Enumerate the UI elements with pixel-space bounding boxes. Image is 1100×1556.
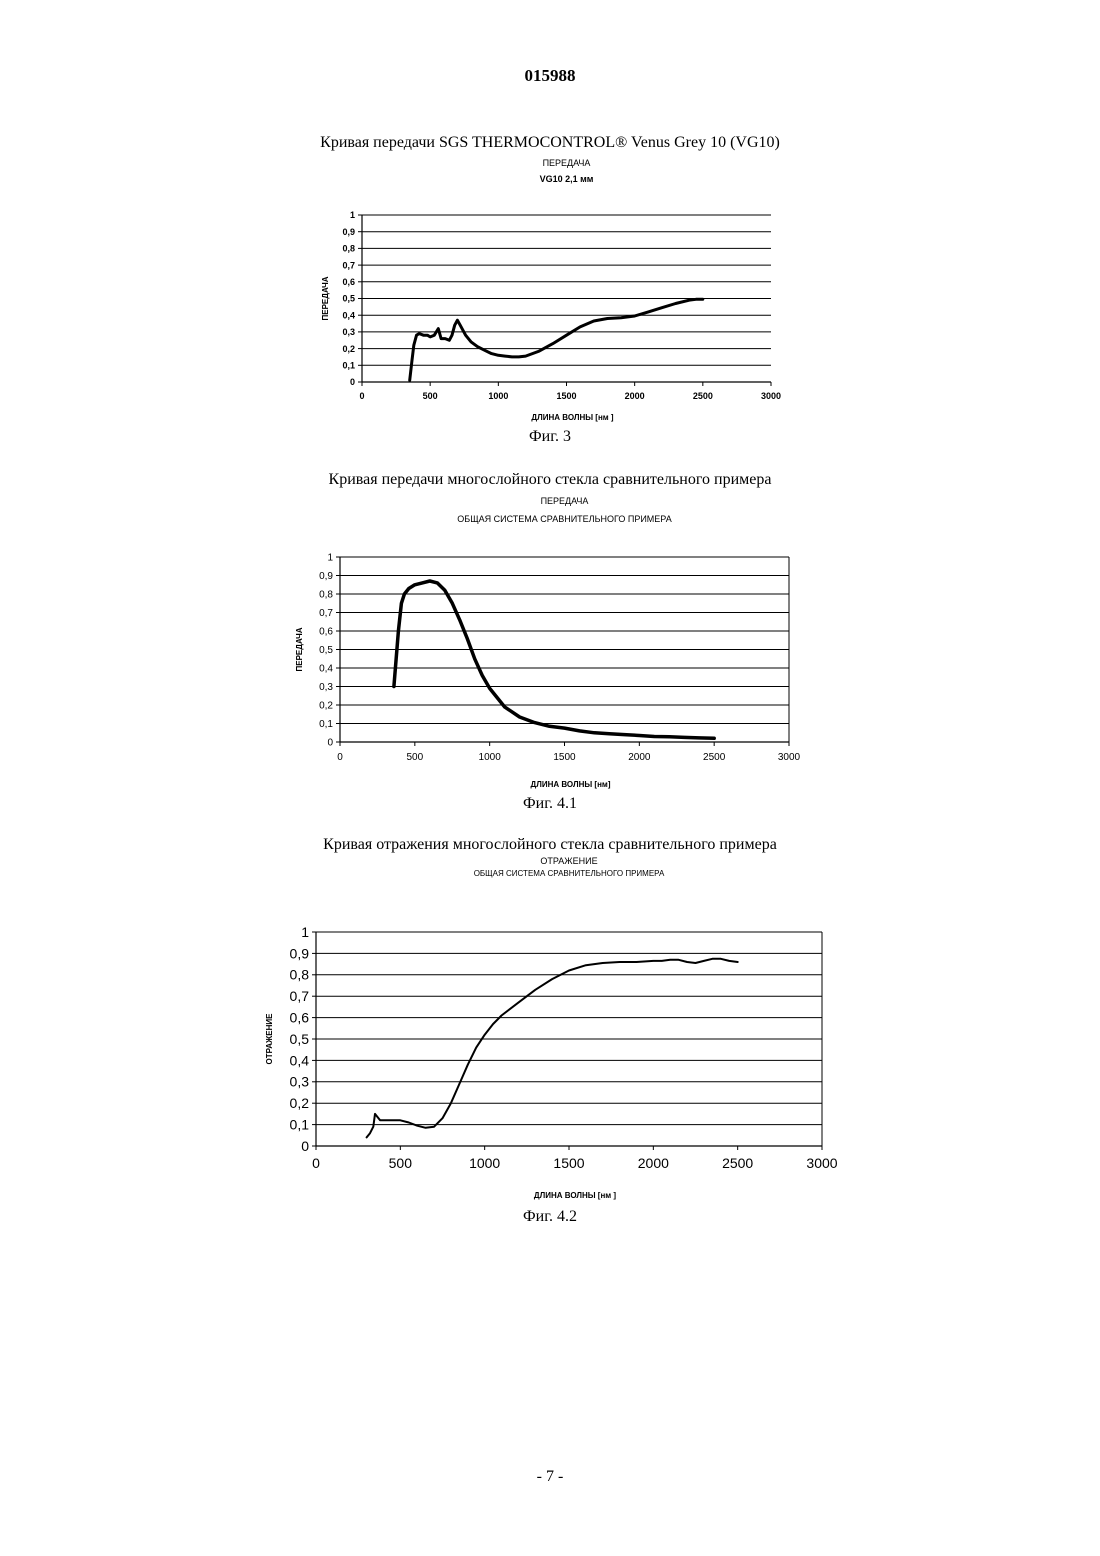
x-tick-label: 2500 — [703, 752, 726, 763]
y-tick-label: 0,6 — [342, 277, 355, 287]
y-tick-label: 0,6 — [319, 627, 333, 638]
x-tick-label: 500 — [406, 752, 423, 763]
chart-subtitle: ОБЩАЯ СИСТЕМА СРАВНИТЕЛЬНОГО ПРИМЕРА — [474, 869, 665, 878]
chart-title: ОТРАЖЕНИЕ — [540, 856, 597, 866]
y-tick-label: 0,1 — [290, 1117, 310, 1133]
x-tick-label: 1000 — [469, 1155, 500, 1171]
x-tick-label: 2000 — [628, 752, 651, 763]
x-axis-label: ДЛИНА ВОЛНЫ [нм ] — [531, 413, 614, 422]
x-tick-label: 0 — [312, 1155, 320, 1171]
y-tick-label: 0,8 — [342, 244, 355, 254]
x-tick-label: 1500 — [556, 391, 576, 401]
chart-fig-3: ПЕРЕДАЧА VG10 2,1 мм 0 0,1 0,2 0,3 0,4 0,5 0,6 0,… — [0, 155, 1100, 455]
y-tick-label: 0,9 — [290, 945, 310, 961]
chart-fig-4-2: ОТРАЖЕНИЕ ОБЩАЯ СИСТЕМА СРАВНИТЕЛЬНОГО ПР… — [0, 855, 1100, 1215]
x-tick-label: 2500 — [722, 1155, 753, 1171]
x-axis-label: ДЛИНА ВОЛНЫ [нм ] — [534, 1191, 617, 1200]
y-tick-label: 0,7 — [290, 988, 310, 1004]
x-tick-label: 2000 — [625, 391, 645, 401]
x-tick-label: 1000 — [479, 752, 502, 763]
y-tick-label: 0,5 — [290, 1031, 310, 1047]
chart-fig-4-1: ПЕРЕДАЧА ОБЩАЯ СИСТЕМА СРАВНИТЕЛЬНОГО ПРИ… — [0, 492, 1100, 792]
y-tick-label: 0,4 — [342, 310, 355, 320]
x-tick-label: 2000 — [638, 1155, 669, 1171]
y-tick-label: 0,5 — [319, 645, 333, 656]
figure-4-2-caption: Кривая отражения многослойного стекла ср… — [0, 836, 1100, 854]
y-tick-label: 0,3 — [290, 1074, 310, 1090]
chart-title: ПЕРЕДАЧА — [541, 496, 589, 506]
series-line — [394, 581, 714, 738]
document-number: 015988 — [0, 66, 1100, 86]
x-tick-label: 1500 — [553, 752, 576, 763]
y-tick-label: 0,9 — [342, 227, 355, 237]
series-line — [367, 959, 738, 1138]
x-tick-label: 500 — [423, 391, 438, 401]
x-tick-label: 500 — [389, 1155, 413, 1171]
y-tick-label: 0,2 — [290, 1095, 310, 1111]
y-tick-label: 1 — [301, 924, 309, 940]
chart-subtitle: VG10 2,1 мм — [540, 174, 594, 184]
figure-4-1-caption: Кривая передачи многослойного стекла сра… — [0, 471, 1100, 489]
y-tick-label: 1 — [350, 210, 355, 220]
y-tick-label: 0,7 — [342, 260, 355, 270]
y-tick-label: 1 — [327, 553, 333, 564]
y-tick-label: 0,7 — [319, 608, 333, 619]
figure-3-caption: Кривая передачи SGS THERMOCONTROL® Venus… — [0, 134, 1100, 152]
y-tick-label: 0,9 — [319, 571, 333, 582]
y-tick-label: 0,6 — [290, 1010, 310, 1026]
figure-4-1-label: Фиг. 4.1 — [0, 795, 1100, 813]
y-tick-label: 0,2 — [342, 344, 355, 354]
x-tick-label: 0 — [337, 752, 343, 763]
x-tick-label: 2500 — [693, 391, 713, 401]
y-tick-label: 0,1 — [319, 719, 333, 730]
y-tick-label: 0,4 — [319, 664, 333, 675]
y-axis-label: ПЕРЕДАЧА — [321, 276, 330, 320]
y-tick-label: 0,8 — [290, 967, 310, 983]
y-tick-label: 0,5 — [342, 294, 355, 304]
x-tick-label: 1000 — [488, 391, 508, 401]
y-tick-label: 0,3 — [342, 327, 355, 337]
chart-subtitle: ОБЩАЯ СИСТЕМА СРАВНИТЕЛЬНОГО ПРИМЕРА — [457, 514, 671, 524]
y-tick-label: 0,4 — [290, 1052, 310, 1068]
page-number: - 7 - — [0, 1468, 1100, 1486]
y-axis-label: ОТРАЖЕНИЕ — [265, 1013, 274, 1065]
chart-title: ПЕРЕДАЧА — [543, 158, 591, 168]
x-tick-label: 3000 — [806, 1155, 837, 1171]
series-line — [410, 299, 703, 380]
y-tick-label: 0,3 — [319, 682, 333, 693]
figure-4-2-label: Фиг. 4.2 — [0, 1208, 1100, 1226]
y-tick-label: 0,8 — [319, 590, 333, 601]
y-axis-label: ПЕРЕДАЧА — [295, 627, 304, 671]
x-tick-label: 0 — [359, 391, 364, 401]
x-tick-label: 1500 — [553, 1155, 584, 1171]
x-tick-label: 3000 — [778, 752, 801, 763]
y-tick-label: 0 — [350, 377, 355, 387]
x-axis-label: ДЛИНА ВОЛНЫ [нм] — [531, 780, 611, 789]
y-tick-label: 0 — [327, 738, 333, 749]
y-tick-label: 0,2 — [319, 701, 333, 712]
x-tick-label: 3000 — [761, 391, 781, 401]
figure-3-label: Фиг. 3 — [0, 428, 1100, 446]
y-tick-label: 0,1 — [342, 360, 355, 370]
y-tick-label: 0 — [301, 1138, 309, 1154]
